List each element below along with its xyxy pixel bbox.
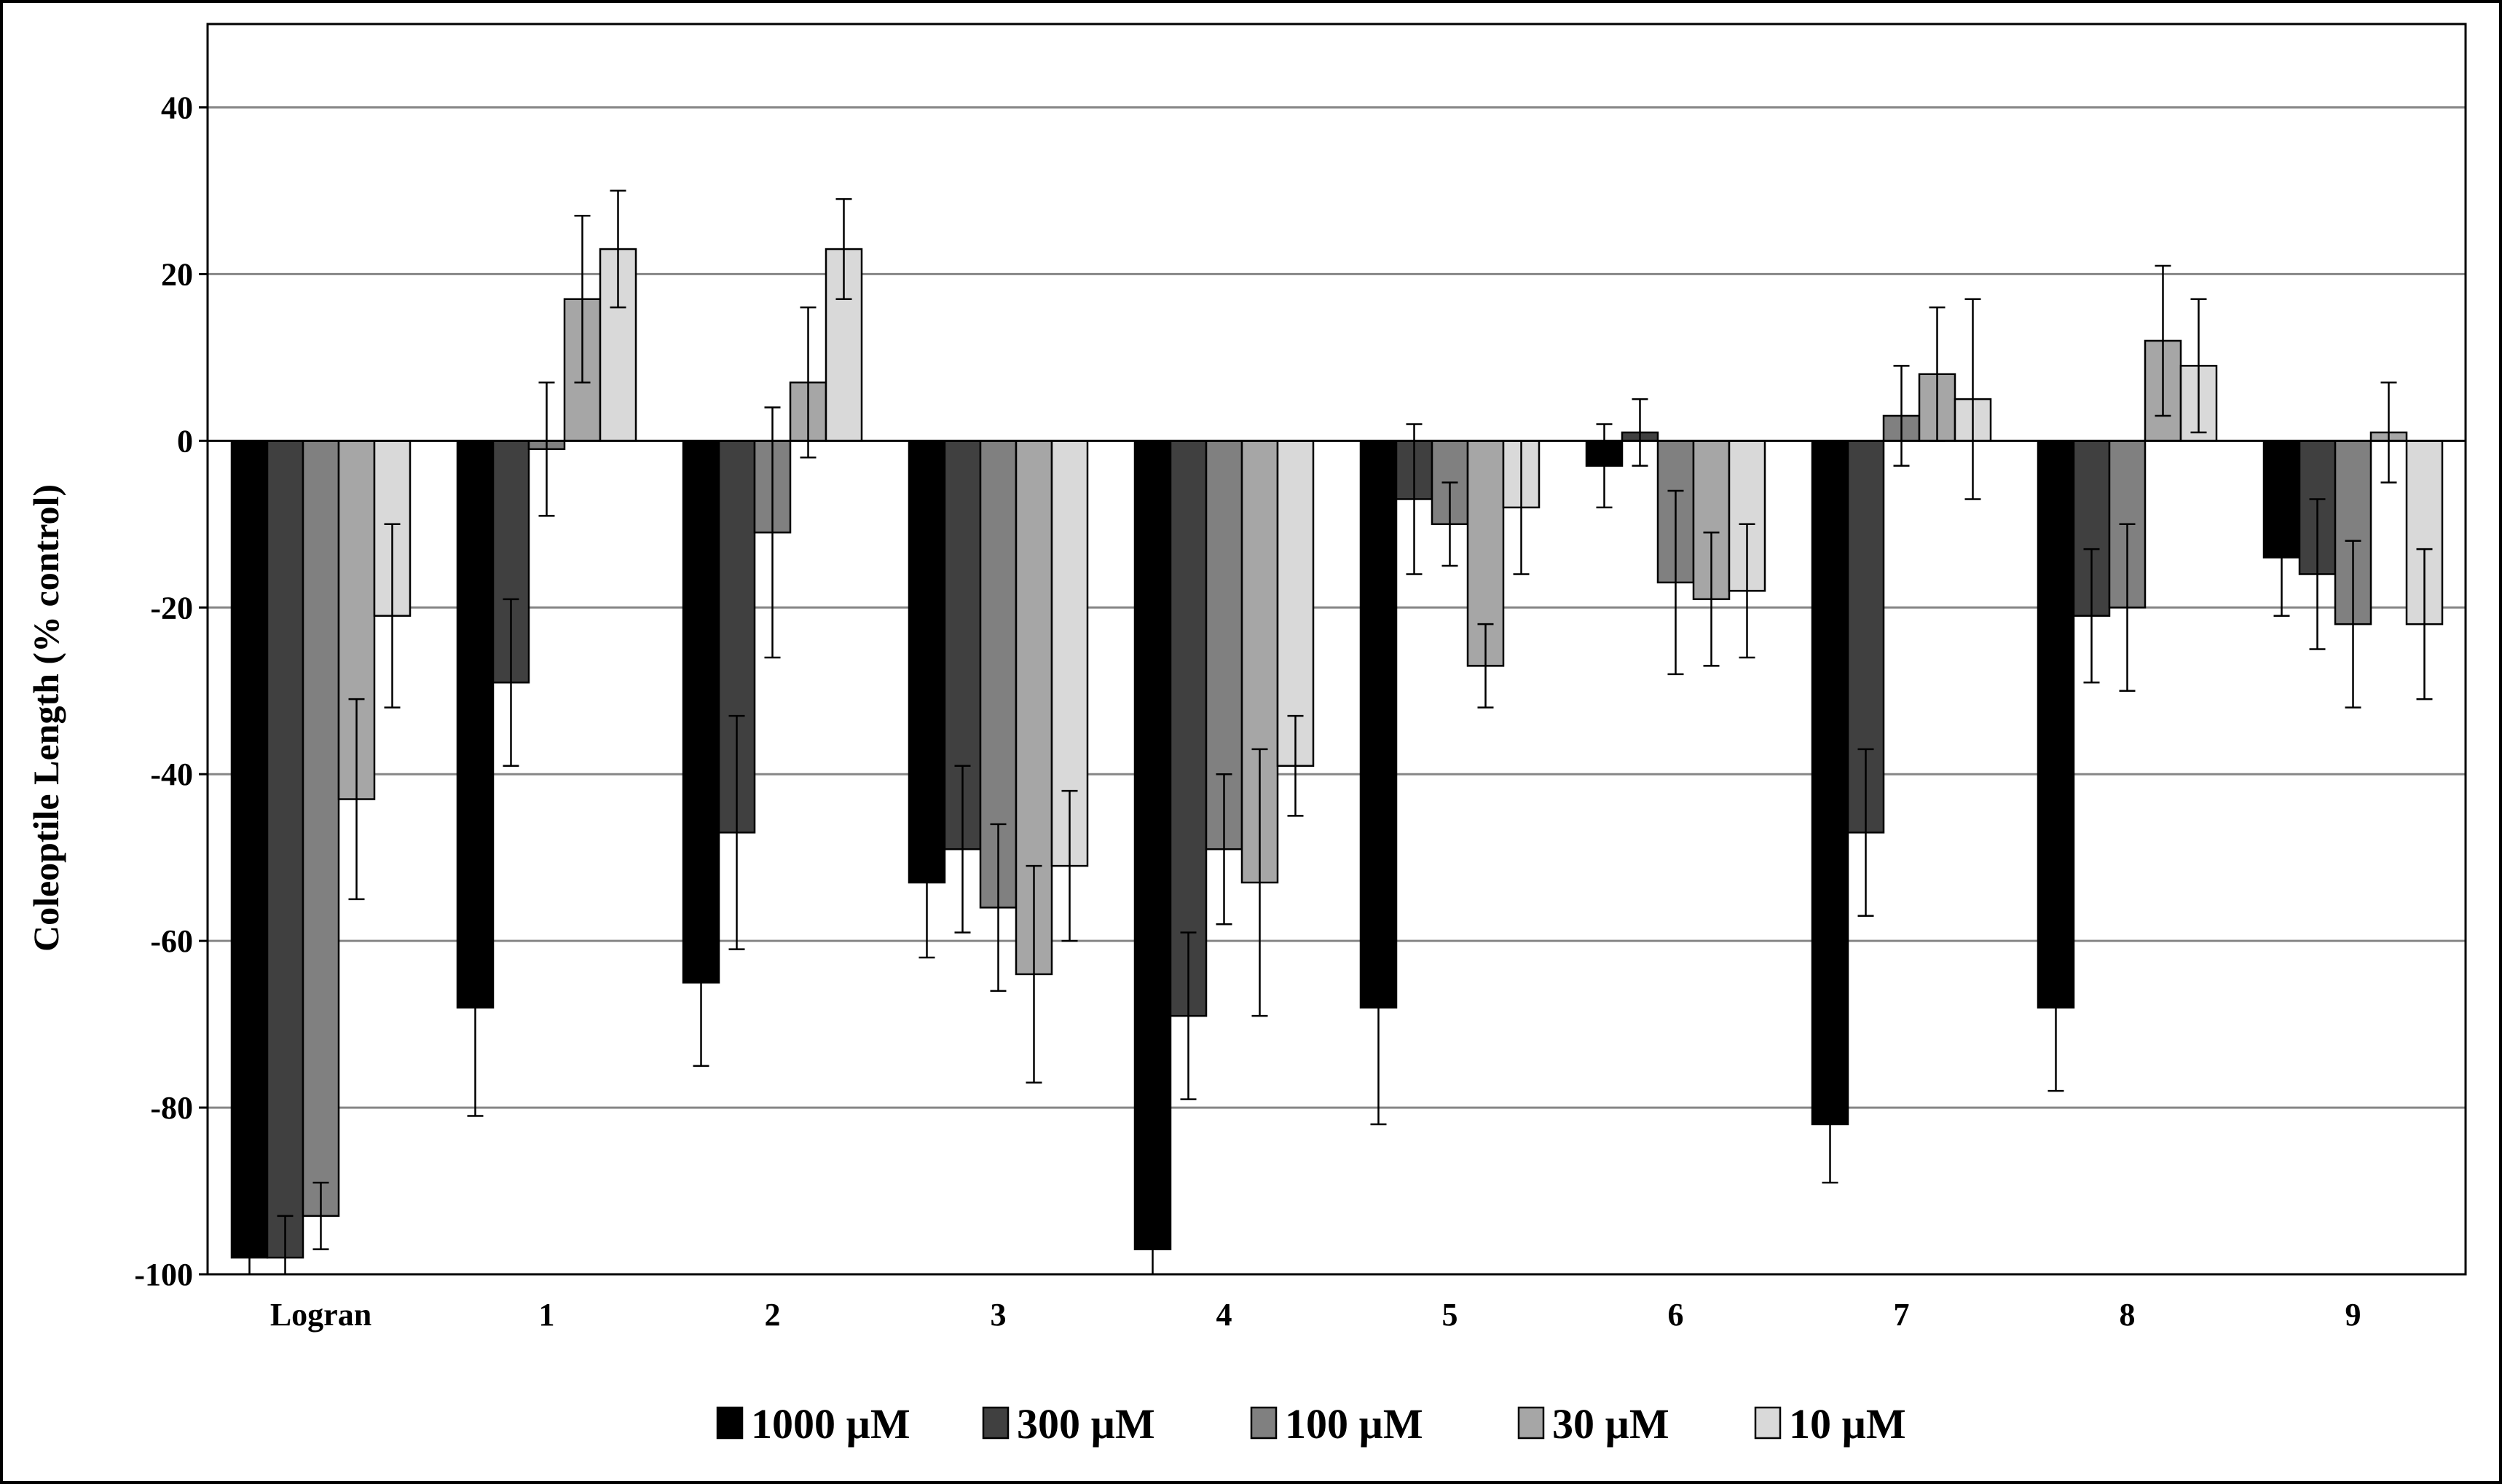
x-tick-label: 8 <box>2120 1297 2136 1333</box>
bar <box>266 440 304 1259</box>
y-tick-label: -60 <box>150 923 193 959</box>
bar <box>2037 440 2075 1009</box>
x-tick-label: 5 <box>1442 1297 1458 1333</box>
legend-swatch <box>1754 1406 1782 1440</box>
bar <box>1811 440 1849 1126</box>
bar <box>1133 440 1172 1250</box>
legend-label: 1000 µM <box>751 1400 910 1448</box>
x-tick-label: 9 <box>2345 1297 2361 1333</box>
legend-label: 30 µM <box>1552 1400 1669 1448</box>
bar <box>1169 440 1208 1017</box>
y-tick-labels: 40 20 0 -20 -40 -60 -80 -100 <box>134 90 193 1292</box>
y-tick-label: -40 <box>150 757 193 792</box>
y-tick-label: 0 <box>177 423 193 459</box>
legend-swatch <box>716 1406 744 1440</box>
gridlines <box>208 106 2466 1109</box>
y-tick-label: 40 <box>161 90 193 125</box>
x-tick-label: 3 <box>991 1297 1007 1333</box>
x-tick-labels: Logran 1 2 3 4 5 6 7 8 9 <box>270 1297 2361 1333</box>
legend-swatch <box>982 1406 1010 1440</box>
y-tick-label: -80 <box>150 1090 193 1126</box>
y-tick-label: -100 <box>134 1257 193 1292</box>
legend-swatch <box>1517 1406 1545 1440</box>
legend: 1000 µM 300 µM 100 µM 30 µM 10 µM <box>716 1400 1906 1448</box>
legend-label: 100 µM <box>1285 1400 1423 1448</box>
y-axis-title: Coleoptile Length (% control) <box>25 484 66 952</box>
error-bars <box>241 189 2433 1274</box>
y-tick-label: -20 <box>150 590 193 625</box>
x-tick-label: 6 <box>1668 1297 1684 1333</box>
plot-area-border <box>206 23 2467 1276</box>
axes <box>199 23 2467 1276</box>
x-tick-label: 1 <box>539 1297 555 1333</box>
legend-label: 10 µM <box>1789 1400 1906 1448</box>
legend-swatch <box>1250 1406 1278 1440</box>
bar <box>230 440 269 1259</box>
x-tick-label: 4 <box>1216 1297 1232 1333</box>
x-tick-label: 2 <box>765 1297 781 1333</box>
bar <box>302 440 340 1217</box>
x-tick-label: 7 <box>1894 1297 1910 1333</box>
legend-label: 300 µM <box>1017 1400 1155 1448</box>
y-tick-label: 20 <box>161 256 193 292</box>
x-tick-label: Logran <box>270 1297 371 1333</box>
